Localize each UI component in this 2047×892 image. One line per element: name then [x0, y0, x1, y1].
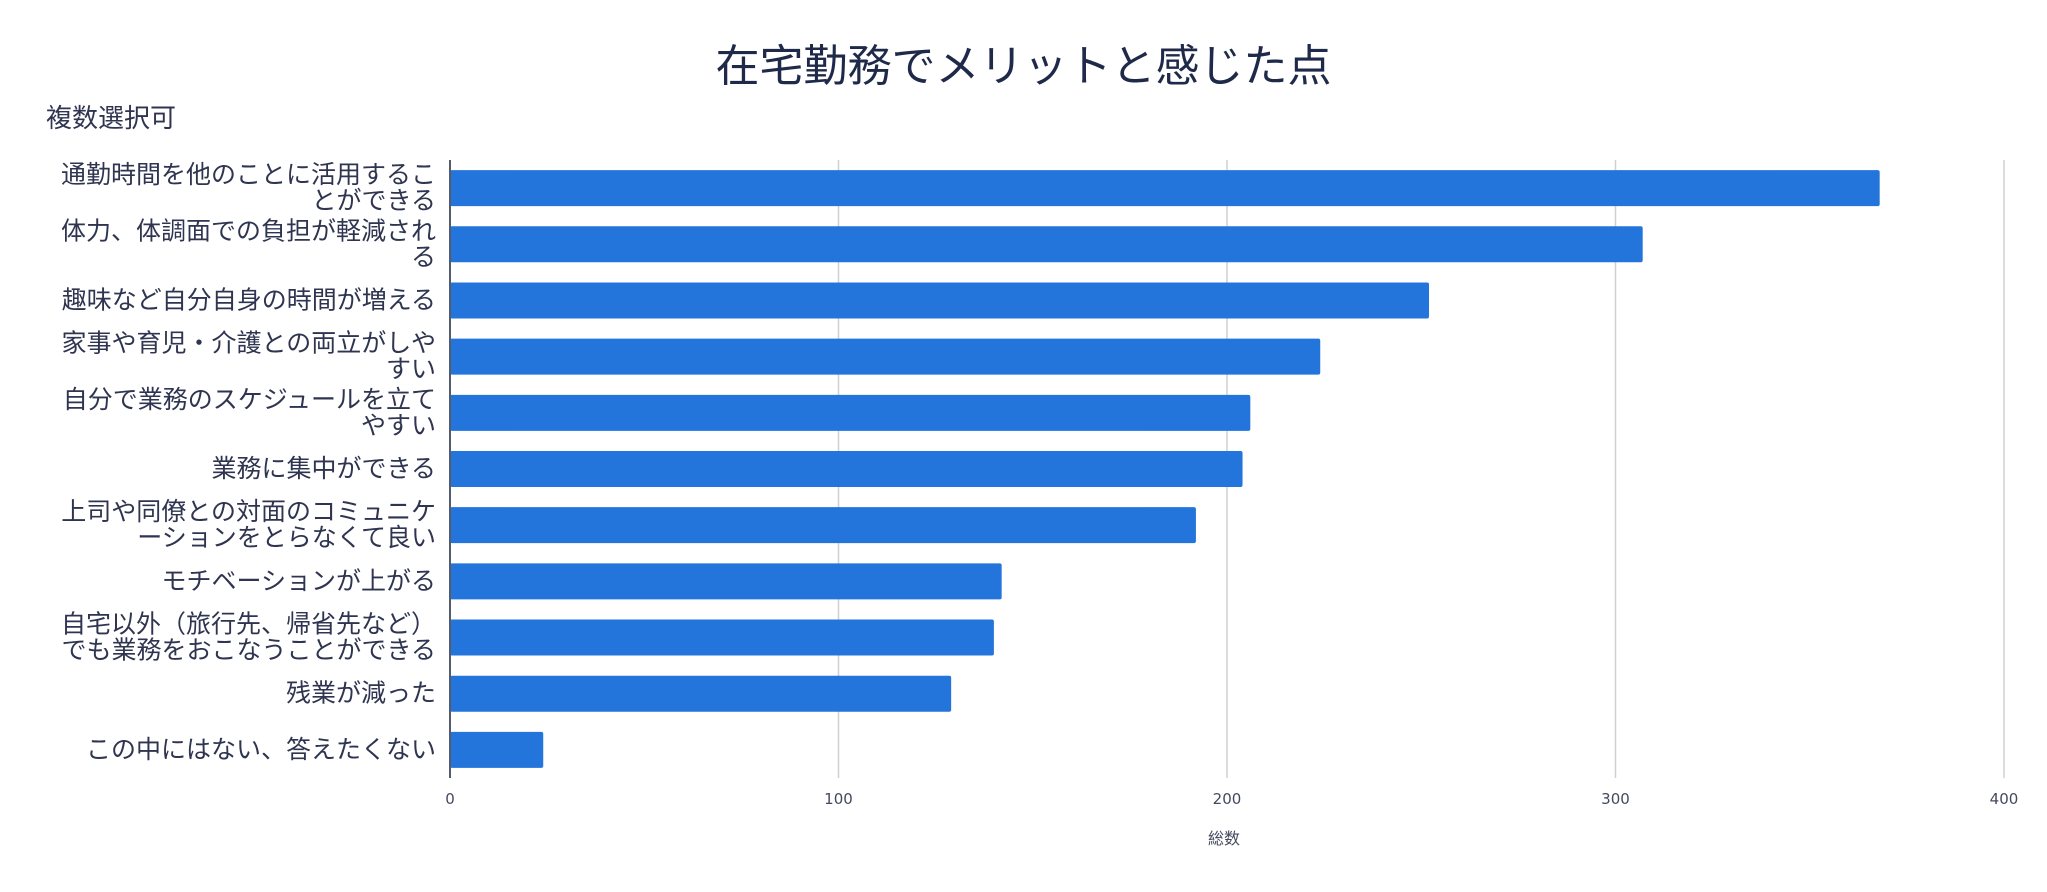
- category-label: 上司や同僚との対面のコミュニケ: [61, 497, 436, 526]
- bar: [450, 675, 952, 712]
- category-label: 自宅以外（旅行先、帰省先など）: [61, 610, 436, 639]
- bar: [450, 338, 1321, 375]
- x-tick-label: 300: [1601, 790, 1630, 808]
- axes: 0 100 200 300 400: [445, 160, 2018, 808]
- category-label: 自分で業務のスケジュールを立て: [63, 385, 436, 414]
- category-label: すい: [386, 355, 436, 384]
- category-label: 家事や育児・介護との両立がしや: [61, 329, 436, 358]
- bar: [450, 619, 994, 656]
- x-tick-label: 200: [1213, 790, 1242, 808]
- x-tick-label: 0: [445, 790, 455, 808]
- category-label: 残業が減った: [286, 679, 436, 708]
- category-label: やすい: [361, 411, 436, 440]
- chart-title: 在宅勤務でメリットと感じた点: [715, 41, 1332, 92]
- x-tick-label: 400: [1990, 790, 2019, 808]
- category-label: 趣味など自分自身の時間が増える: [62, 285, 436, 314]
- category-label: る: [411, 242, 436, 271]
- bar: [450, 731, 544, 768]
- bar: [450, 507, 1196, 544]
- bar: [450, 282, 1430, 319]
- x-axis-title: 総数: [1208, 829, 1240, 848]
- category-label: 通勤時間を他のことに活用するこ: [61, 160, 436, 189]
- chart-subtitle: 複数選択可: [46, 104, 177, 134]
- bar: [450, 170, 1880, 207]
- bars: [450, 170, 1880, 768]
- category-label: でも業務をおこなうことができる: [61, 636, 436, 665]
- category-label: この中にはない、答えたくない: [86, 735, 436, 764]
- category-label: モチベーションが上がる: [161, 566, 436, 595]
- category-labels: 通勤時間を他のことに活用することができる体力、体調面での負担が軽減される趣味など…: [61, 160, 436, 764]
- bar: [450, 563, 1002, 600]
- bar: [450, 394, 1251, 431]
- bar: [450, 226, 1643, 263]
- category-label: 業務に集中ができる: [211, 454, 436, 483]
- x-tick-label: 100: [824, 790, 853, 808]
- bar: [450, 451, 1243, 487]
- category-label: ーションをとらなくて良い: [137, 523, 436, 552]
- category-label: とができる: [311, 186, 436, 215]
- category-label: 体力、体調面での負担が軽減され: [61, 216, 436, 245]
